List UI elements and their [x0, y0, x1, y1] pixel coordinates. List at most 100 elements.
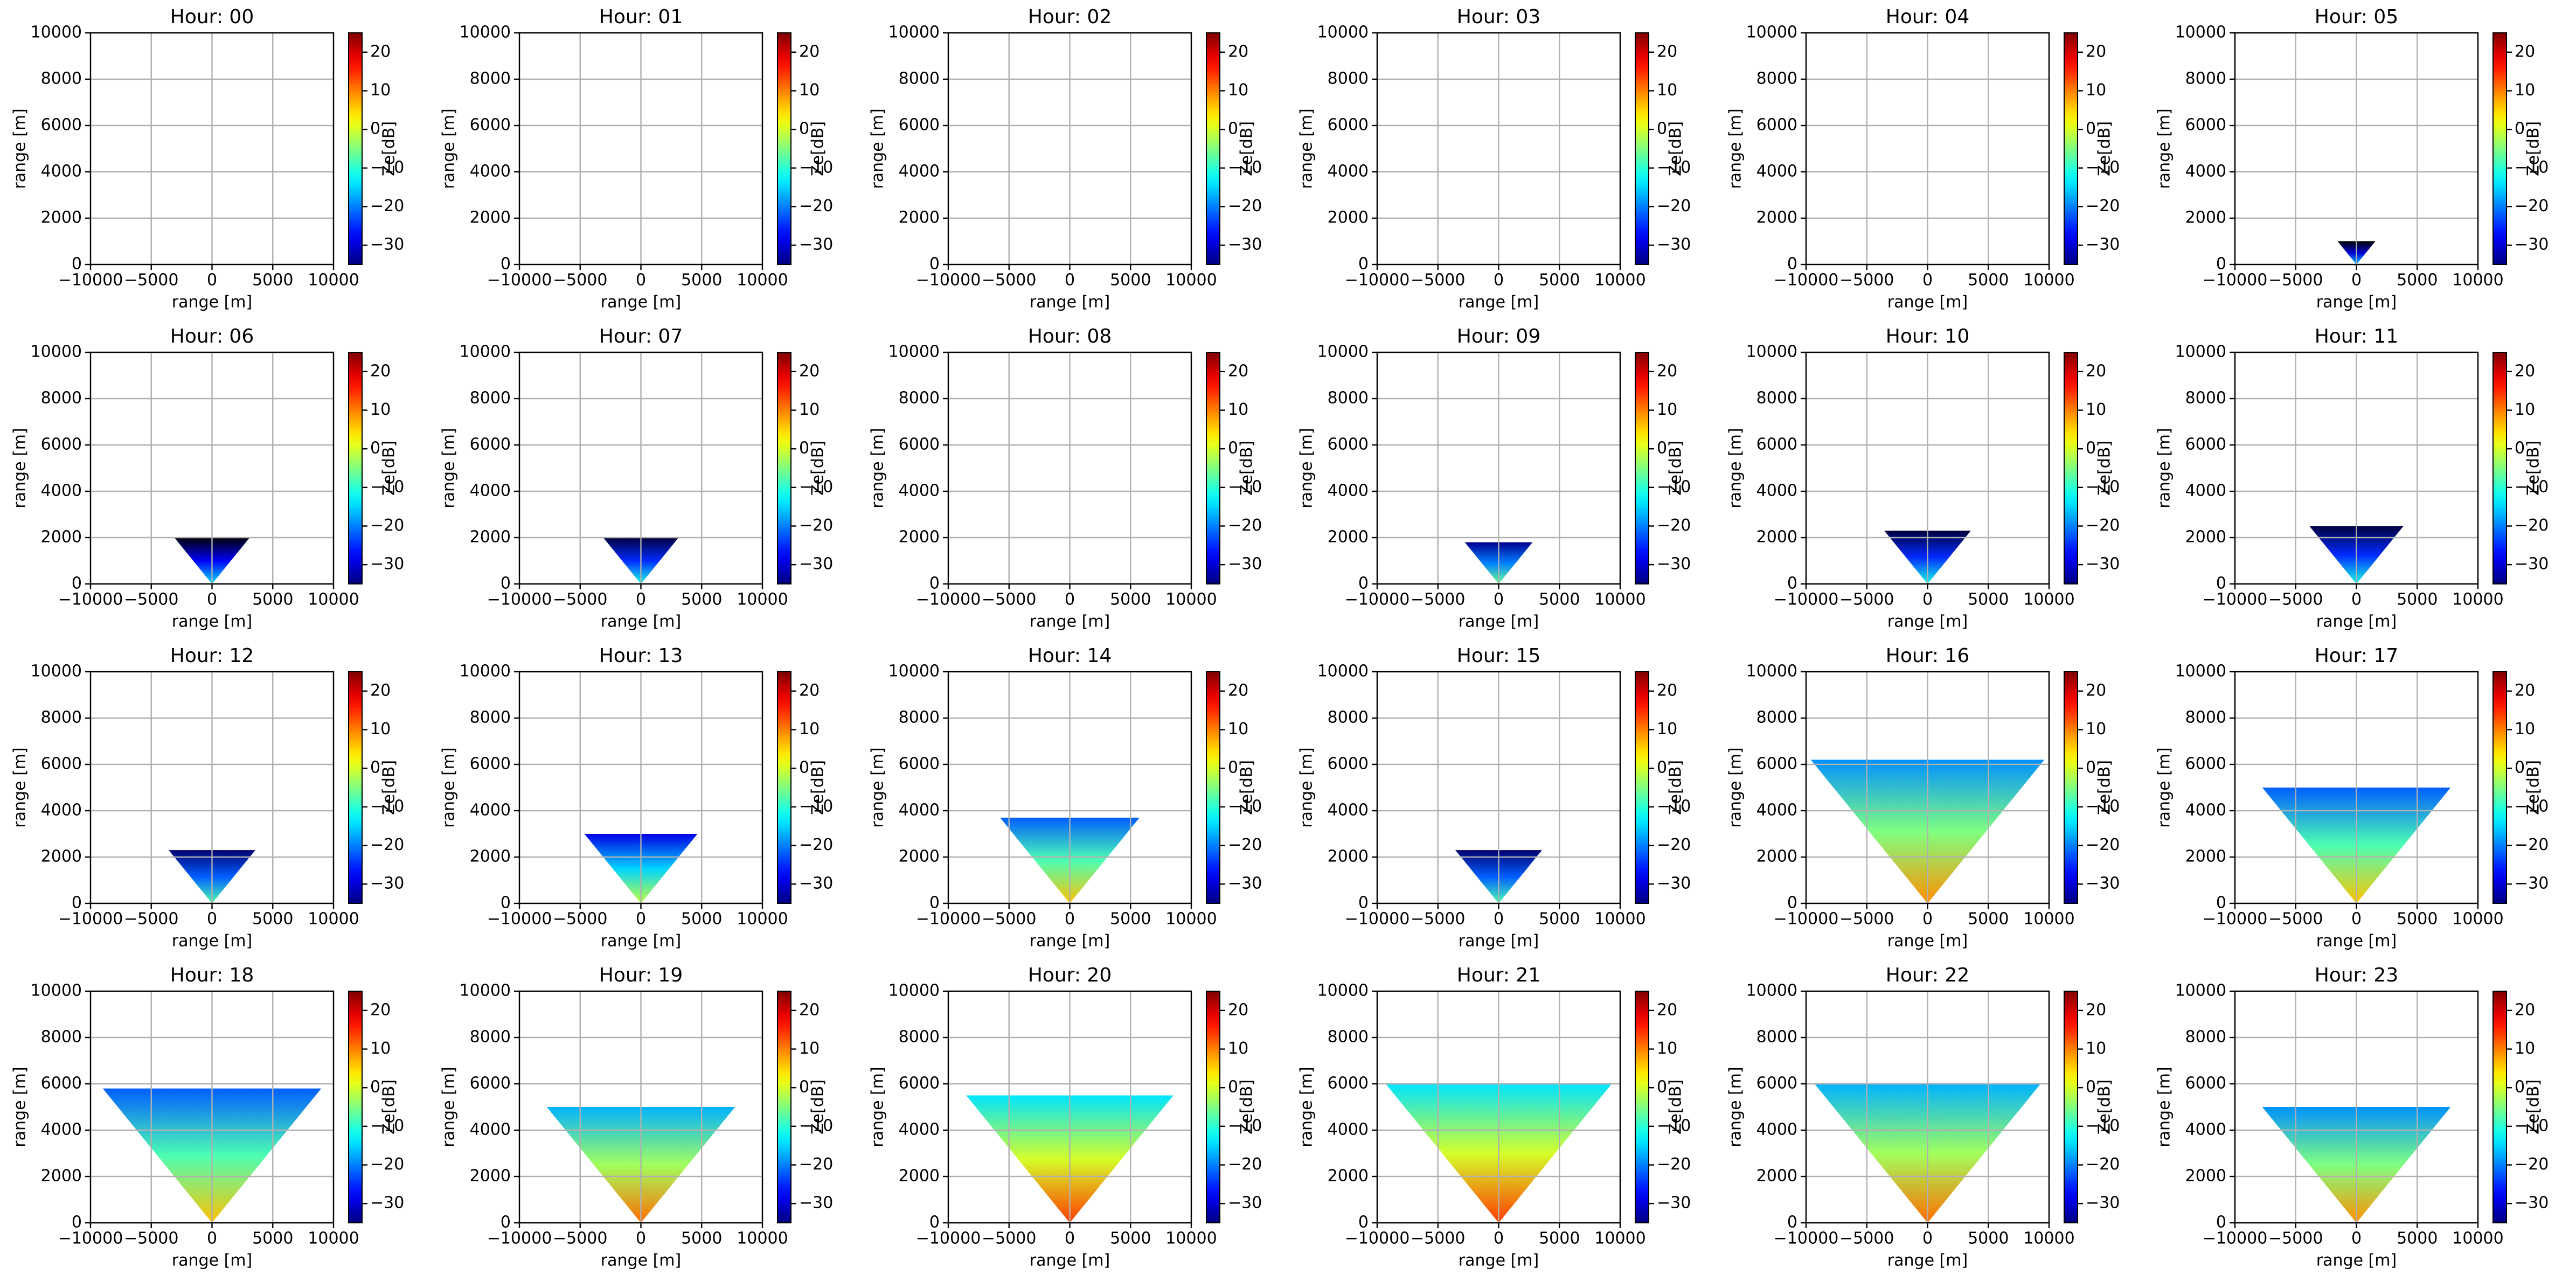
- y-tick-label: 10000: [460, 23, 511, 42]
- x-tick-label: 0: [1065, 910, 1075, 929]
- x-tick-label: −5000: [1411, 1229, 1465, 1248]
- y-tick-label: 4000: [899, 1120, 940, 1139]
- y-tick-label: 2000: [899, 1167, 940, 1186]
- colorbar-tick-label: −30: [1228, 555, 1262, 574]
- x-axis-label: range [m]: [1030, 1251, 1110, 1270]
- x-tick-label: 0: [207, 271, 217, 290]
- y-tick-label: 4000: [1328, 162, 1369, 181]
- y-tick-label: 0: [72, 255, 82, 274]
- colorbar-tick-label: −20: [1228, 836, 1262, 854]
- x-tick-label: 10000: [737, 1229, 788, 1248]
- colorbar-tick-label: −20: [2515, 197, 2549, 215]
- colorbar-tick-label: −10: [2515, 477, 2549, 496]
- x-tick-label: 10000: [1594, 1229, 1645, 1248]
- y-tick-label: 8000: [470, 708, 511, 727]
- x-axis-label: range [m]: [1887, 1251, 1968, 1270]
- colorbar-label: Ze[dB]: [809, 121, 828, 176]
- y-axis-label: range [m]: [2155, 747, 2174, 827]
- colorbar: [1206, 671, 1220, 904]
- x-tick-label: 10000: [2023, 271, 2074, 290]
- x-tick-label: −5000: [1839, 271, 1894, 290]
- x-axis-label: range [m]: [1887, 932, 1968, 951]
- y-tick-label: 8000: [470, 69, 511, 88]
- colorbar-tick-label: −30: [799, 555, 833, 574]
- y-tick-label: 2000: [1756, 528, 1797, 547]
- colorbar-tick-label: 0: [1657, 439, 1667, 458]
- x-tick-label: 5000: [2397, 271, 2438, 290]
- y-tick-label: 0: [1787, 255, 1797, 274]
- x-tick-label: 5000: [681, 1229, 722, 1248]
- y-tick-label: 6000: [1756, 435, 1797, 454]
- x-tick-label: −10000: [58, 590, 123, 609]
- x-tick-label: −5000: [1411, 271, 1465, 290]
- y-tick-label: 2000: [2185, 1167, 2226, 1186]
- x-tick-label: 10000: [2023, 1229, 2074, 1248]
- chart-title: Hour: 16: [1886, 645, 1969, 667]
- colorbar-tick-label: −20: [799, 836, 833, 854]
- y-axis-label: range [m]: [1297, 428, 1316, 508]
- y-tick-label: 10000: [2175, 981, 2226, 1000]
- chart-title: Hour: 01: [599, 6, 683, 28]
- x-tick-label: −10000: [487, 271, 552, 290]
- colorbar-tick-label: 20: [2515, 1000, 2535, 1019]
- y-tick-label: 6000: [470, 1074, 511, 1093]
- y-tick-label: 4000: [41, 482, 82, 500]
- axes-frame: [947, 990, 1192, 1224]
- x-tick-label: −10000: [1345, 590, 1410, 609]
- y-tick-label: 2000: [41, 208, 82, 227]
- y-tick-label: 0: [929, 894, 940, 913]
- chart-title: Hour: 08: [1028, 325, 1112, 347]
- y-tick-label: 6000: [1328, 1074, 1369, 1093]
- x-tick-label: −10000: [1774, 271, 1839, 290]
- x-tick-label: −5000: [124, 590, 178, 609]
- colorbar-tick-label: 20: [799, 42, 820, 61]
- y-tick-label: 10000: [460, 343, 511, 361]
- colorbar-tick-label: 10: [2515, 720, 2535, 739]
- colorbar-tick-label: 20: [799, 681, 820, 700]
- y-axis-label: range [m]: [11, 428, 30, 508]
- colorbar-tick-label: 0: [2515, 758, 2525, 777]
- colorbar-tick-label: −20: [2515, 836, 2549, 854]
- colorbar-tick-label: 20: [370, 42, 391, 61]
- y-axis-label: range [m]: [869, 428, 887, 508]
- colorbar-tick-label: −30: [2086, 555, 2120, 574]
- x-tick-label: 0: [207, 910, 217, 929]
- y-axis-label: range [m]: [440, 1067, 459, 1147]
- axes-frame: [518, 990, 763, 1224]
- colorbar-tick-label: 10: [1228, 81, 1248, 100]
- colorbar-tick-label: 0: [1657, 758, 1667, 777]
- axes-frame: [1805, 32, 2050, 266]
- x-tick-label: −5000: [124, 1229, 178, 1248]
- colorbar-tick-label: −20: [2086, 516, 2120, 535]
- colorbar-tick-label: 10: [799, 720, 820, 739]
- y-tick-label: 2000: [2185, 528, 2226, 547]
- colorbar-tick-label: 10: [2515, 1039, 2535, 1058]
- colorbar-tick-label: −20: [1657, 516, 1691, 535]
- colorbar-tick-label: −20: [370, 516, 404, 535]
- chart-title: Hour: 18: [170, 964, 254, 986]
- x-tick-label: 5000: [681, 590, 722, 609]
- colorbar-tick-label: −10: [1228, 1116, 1262, 1135]
- x-tick-label: 0: [207, 590, 217, 609]
- y-tick-label: 0: [72, 1213, 82, 1232]
- y-axis-label: range [m]: [1726, 1067, 1745, 1147]
- colorbar-tick-label: 10: [799, 400, 820, 419]
- colorbar-tick-label: 0: [2515, 439, 2525, 458]
- colorbar-tick-label: 10: [2086, 1039, 2106, 1058]
- colorbar-tick-label: −30: [2086, 874, 2120, 893]
- y-tick-label: 2000: [1756, 208, 1797, 227]
- colorbar-tick-label: −20: [799, 197, 833, 215]
- x-tick-label: 0: [2351, 271, 2362, 290]
- colorbar-tick-label: 0: [1228, 758, 1238, 777]
- colorbar-tick-label: 20: [799, 361, 820, 380]
- chart-title: Hour: 13: [599, 645, 683, 667]
- y-tick-label: 2000: [470, 1167, 511, 1186]
- colorbar-tick-label: 20: [1228, 681, 1248, 700]
- colorbar-tick-label: −10: [2515, 158, 2549, 177]
- chart-title: Hour: 11: [2315, 325, 2398, 347]
- x-tick-label: −10000: [58, 910, 123, 929]
- y-tick-label: 10000: [888, 981, 940, 1000]
- y-tick-label: 4000: [1328, 801, 1369, 820]
- colorbar-label: Ze[dB]: [1667, 1080, 1685, 1134]
- colorbar-tick-label: −30: [2086, 235, 2120, 254]
